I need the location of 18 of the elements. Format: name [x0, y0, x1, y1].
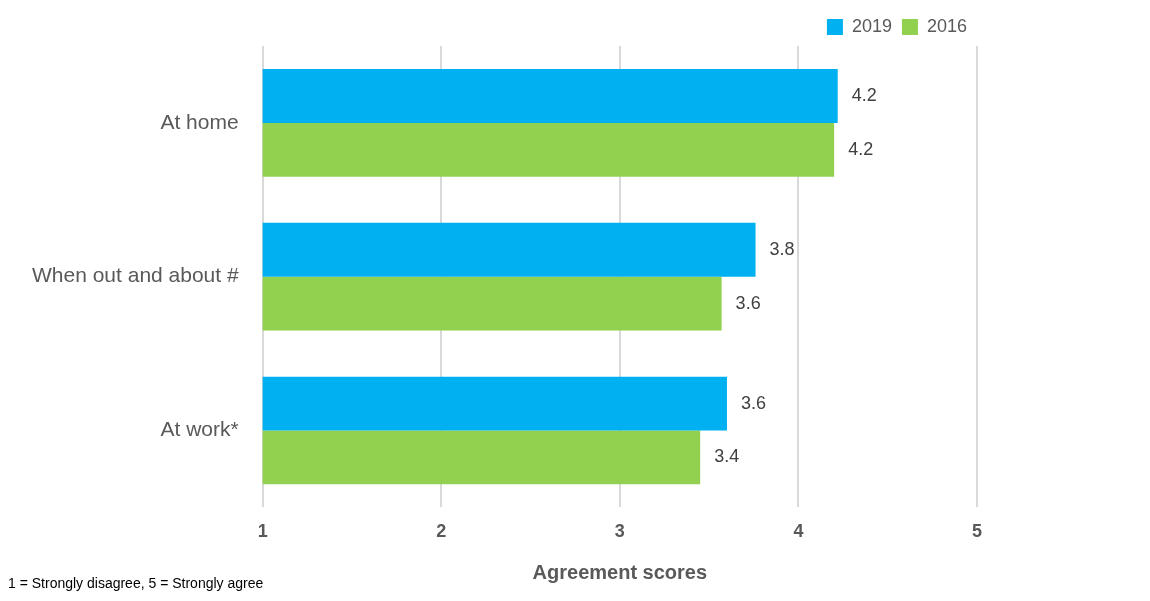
x-tick-label: 5 — [971, 521, 983, 542]
data-label: 4.2 — [851, 84, 877, 105]
legend-label: 2016 — [926, 15, 967, 36]
data-label: 3.8 — [769, 238, 795, 259]
data-label: 3.4 — [714, 446, 740, 467]
data-label: 4.2 — [848, 138, 874, 159]
x-tick-label: 1 — [257, 521, 268, 542]
data-label: 3.6 — [735, 292, 761, 313]
x-tick-label: 3 — [614, 521, 625, 542]
y-tick-label: At home — [160, 109, 239, 133]
x-axis-title: Agreement scores — [532, 560, 708, 583]
data-label: 3.6 — [740, 392, 767, 413]
x-tick-label: 2 — [436, 521, 447, 542]
y-tick-label: When out and about # — [31, 263, 239, 287]
x-tick-label: 4 — [793, 521, 804, 542]
text: 1 = Strongly disagree, 5 = Strongly agree — [8, 574, 264, 591]
legend-label: 2019 — [851, 15, 892, 36]
y-tick-label: At work* — [160, 417, 239, 441]
